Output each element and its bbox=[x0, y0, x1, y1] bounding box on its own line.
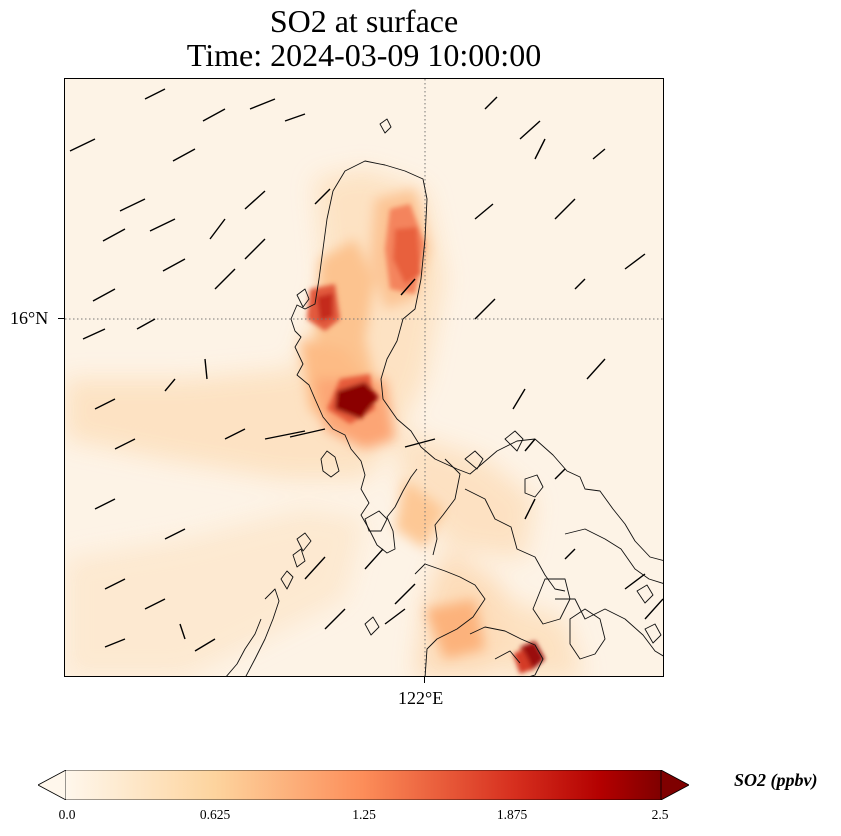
coastlines bbox=[226, 118, 663, 676]
lat-label: 16°N bbox=[10, 308, 49, 328]
map-canvas bbox=[65, 79, 663, 676]
wind-vectors bbox=[69, 88, 663, 652]
colorbar-tick-1: 0.625 bbox=[199, 807, 231, 822]
map-title: SO2 at surface Time: 2024-03-09 10:00:00 bbox=[64, 4, 664, 72]
colorbar-title: SO2 (ppbv) bbox=[734, 770, 818, 790]
lat-tick bbox=[58, 318, 64, 319]
colorbar-tick-0: 0.0 bbox=[58, 807, 76, 822]
colorbar bbox=[38, 770, 689, 800]
colorbar-tick-3: 1.875 bbox=[496, 807, 528, 822]
title-line-1: SO2 at surface bbox=[269, 3, 459, 39]
colorbar-tick-2: 1.25 bbox=[352, 807, 376, 822]
so2-hotspots bbox=[307, 204, 545, 674]
map-panel bbox=[64, 78, 664, 677]
lon-label: 122°E bbox=[398, 688, 444, 708]
lon-tick bbox=[424, 677, 425, 683]
colorbar-gradient bbox=[66, 770, 661, 800]
colorbar-extend-max bbox=[660, 770, 689, 800]
colorbar-extend-min bbox=[38, 770, 67, 800]
title-line-2: Time: 2024-03-09 10:00:00 bbox=[186, 37, 542, 73]
colorbar-tick-4: 2.5 bbox=[651, 807, 669, 822]
gridlines bbox=[65, 79, 663, 676]
